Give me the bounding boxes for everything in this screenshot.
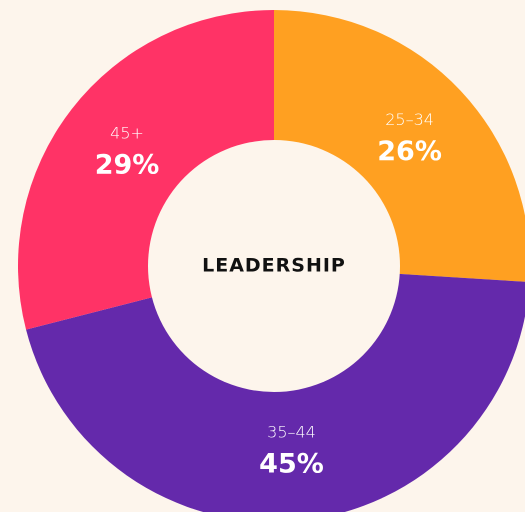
- slice-value-label: 29%: [95, 149, 160, 180]
- slice-value-label: 45%: [259, 449, 324, 480]
- slice-category-label: 35–44: [267, 423, 316, 442]
- slice-category-label: 45+: [110, 123, 144, 142]
- slice-value-label: 26%: [377, 136, 442, 167]
- chart-title: LEADERSHIP: [202, 255, 346, 277]
- donut-hole: [148, 140, 400, 392]
- slice-category-label: 25–34: [385, 110, 434, 129]
